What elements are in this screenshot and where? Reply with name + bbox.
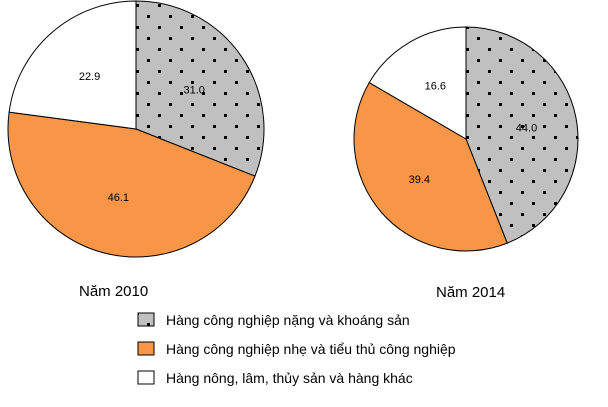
legend-label-agriculture: Hàng nông, lâm, thủy sản và hàng khác <box>166 370 413 386</box>
legend: Hàng công nghiệp nặng và khoáng sản Hàng… <box>137 312 456 386</box>
pie-label-2010-agriculture: 22.9 <box>79 71 100 83</box>
pie-slice-2014-heavy-industry <box>465 26 579 244</box>
pie-label-2014-agriculture: 16.6 <box>425 81 446 93</box>
pie-slice-2010-light-industry <box>7 111 256 258</box>
pie-slice-2010-agriculture <box>8 0 137 130</box>
legend-swatch-agriculture <box>137 370 155 385</box>
pie-caption-2014: Năm 2014 <box>436 284 505 301</box>
pie-2010: 31.0 46.1 22.9 <box>7 0 265 258</box>
pie-label-2010-light-industry: 46.1 <box>108 192 129 204</box>
pie-slice-2014-agriculture <box>368 26 467 140</box>
pie-label-2014-light-industry: 39.4 <box>409 174 430 186</box>
legend-swatch-light-industry <box>137 341 155 356</box>
legend-swatch-heavy-industry <box>137 312 155 327</box>
pie-2014: 44.0 39.4 16.6 <box>353 26 579 252</box>
pie-label-2014-heavy-industry: 44.0 <box>516 123 537 135</box>
pie-caption-2010: Năm 2010 <box>79 283 148 300</box>
pie-slice-2010-heavy-industry <box>135 0 265 177</box>
pie-label-2010-heavy-industry: 31.0 <box>183 84 204 96</box>
pie-slice-2014-light-industry <box>353 81 508 252</box>
legend-label-heavy-industry: Hàng công nghiệp nặng và khoáng sản <box>166 312 410 328</box>
legend-label-light-industry: Hàng công nghiệp nhẹ và tiểu thủ công ng… <box>166 341 456 357</box>
